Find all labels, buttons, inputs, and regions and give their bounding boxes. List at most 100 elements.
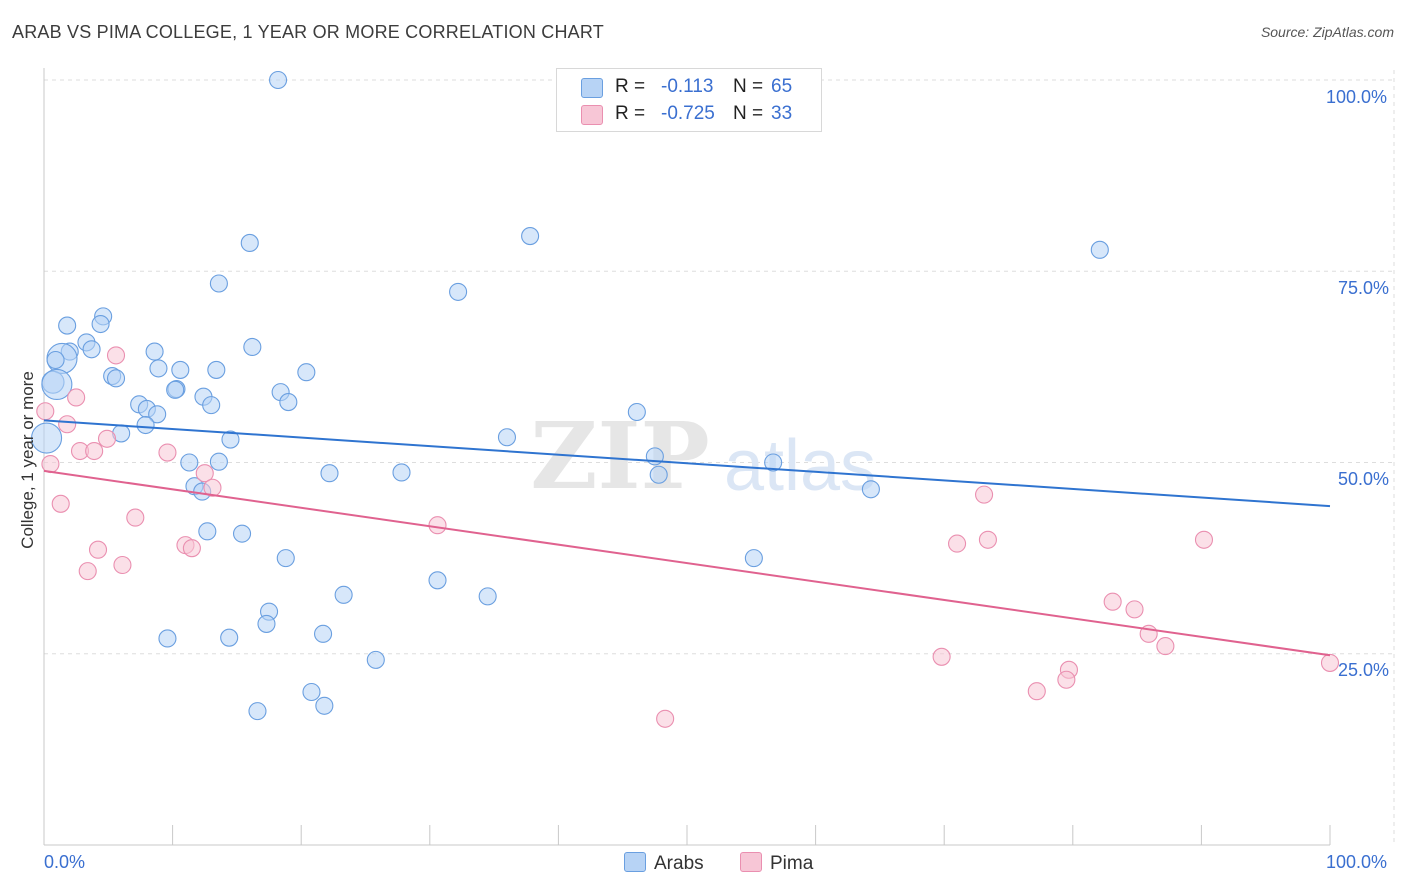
pima-point bbox=[97, 429, 117, 448]
y-tick-label-100: 100.0% bbox=[1326, 87, 1388, 107]
arabs-point bbox=[497, 428, 517, 447]
arabs-point bbox=[1090, 240, 1109, 259]
pima-point bbox=[1103, 592, 1122, 611]
arabs-point bbox=[158, 629, 177, 648]
arabs-point bbox=[269, 70, 288, 90]
arabs-point bbox=[145, 342, 164, 361]
arabs-point bbox=[314, 624, 333, 643]
arabs-points bbox=[31, 70, 1109, 721]
arabs-point bbox=[521, 227, 540, 246]
arabs-legend-label: Arabs bbox=[654, 853, 704, 874]
arabs-r-value: -0.113 bbox=[661, 76, 714, 97]
y-tick-label-50: 50.0% bbox=[1338, 469, 1390, 489]
watermark-zip: ZIP bbox=[530, 402, 709, 510]
pima-point bbox=[932, 647, 951, 666]
arabs-point bbox=[861, 480, 880, 499]
arabs-point bbox=[243, 337, 262, 357]
y-axis-label: College, 1 year or more bbox=[18, 371, 37, 549]
watermark: ZIP atlas bbox=[530, 402, 876, 510]
arabs-point bbox=[649, 465, 668, 484]
pima-point bbox=[948, 534, 967, 553]
x-tick-label-0: 0.0% bbox=[44, 852, 86, 872]
trend-lines bbox=[43, 419, 1331, 657]
arabs-point bbox=[58, 316, 77, 335]
pima-n-value: 33 bbox=[771, 103, 793, 124]
pima-point bbox=[36, 402, 55, 421]
arabs-point bbox=[478, 587, 497, 606]
arabs-point bbox=[220, 628, 239, 647]
arabs-point bbox=[428, 571, 447, 590]
pima-point bbox=[51, 494, 70, 513]
arabs-point bbox=[334, 585, 353, 604]
pima-point bbox=[113, 555, 132, 575]
pima-r-value: -0.725 bbox=[661, 103, 715, 124]
pima-point bbox=[158, 443, 177, 462]
pima-points bbox=[36, 346, 1340, 728]
pima-point bbox=[126, 508, 145, 527]
arabs-point bbox=[209, 452, 228, 471]
pima-point bbox=[67, 388, 86, 407]
arabs-point bbox=[166, 380, 185, 399]
pima-point bbox=[1027, 682, 1046, 701]
arabs-point bbox=[171, 360, 190, 379]
arabs-legend-swatch bbox=[624, 852, 646, 872]
pima-point bbox=[195, 464, 214, 483]
pima-point bbox=[85, 441, 104, 461]
pima-point bbox=[978, 530, 997, 549]
arabs-point bbox=[46, 350, 65, 370]
arabs-point bbox=[180, 453, 199, 472]
pima-point bbox=[1194, 530, 1214, 549]
axes bbox=[43, 68, 1331, 846]
arabs-point bbox=[198, 522, 217, 541]
pima-point bbox=[975, 485, 994, 504]
legend-item-arabs[interactable]: Arabs bbox=[624, 852, 704, 875]
y-tick-label-25: 25.0% bbox=[1338, 660, 1390, 680]
arabs-point bbox=[276, 549, 295, 568]
chart-title: ARAB VS PIMA COLLEGE, 1 YEAR OR MORE COR… bbox=[12, 22, 604, 42]
arabs-point bbox=[257, 614, 276, 633]
arabs-point bbox=[202, 396, 221, 415]
pima-point bbox=[88, 540, 108, 559]
pima-point bbox=[182, 539, 201, 558]
arabs-point bbox=[248, 702, 267, 721]
x-tick-label-100: 100.0% bbox=[1326, 852, 1388, 872]
arabs-point bbox=[106, 369, 126, 388]
pima-trend-line bbox=[43, 469, 1331, 657]
pima-legend-swatch bbox=[740, 852, 762, 872]
arabs-point bbox=[221, 430, 240, 449]
legend-item-pima[interactable]: Pima bbox=[740, 852, 813, 875]
pima-point bbox=[1320, 653, 1340, 672]
arabs-point bbox=[320, 464, 339, 483]
pima-point bbox=[1125, 600, 1144, 619]
arabs-point bbox=[149, 359, 168, 378]
watermark-atlas: atlas bbox=[724, 426, 876, 506]
pima-point bbox=[106, 346, 126, 365]
gridlines bbox=[44, 70, 1395, 845]
arabs-point bbox=[31, 422, 63, 454]
arabs-point bbox=[449, 282, 468, 301]
arabs-trend-line bbox=[43, 419, 1331, 508]
arabs-point bbox=[302, 682, 321, 702]
arabs-point bbox=[91, 314, 110, 334]
arabs-r-label: R = bbox=[615, 76, 646, 97]
arabs-n-value: 65 bbox=[771, 76, 793, 97]
arabs-n-label: N = bbox=[733, 76, 764, 97]
arabs-point bbox=[136, 415, 155, 435]
pima-point bbox=[1156, 637, 1175, 656]
arabs-swatch bbox=[581, 78, 603, 98]
arabs-point bbox=[315, 696, 334, 715]
arabs-point bbox=[209, 274, 228, 293]
pima-swatch bbox=[581, 105, 603, 125]
arabs-point bbox=[279, 393, 298, 412]
arabs-point bbox=[240, 233, 259, 252]
pima-point bbox=[78, 562, 97, 581]
arabs-point bbox=[744, 549, 763, 568]
y-tick-label-75: 75.0% bbox=[1338, 278, 1390, 298]
pima-point bbox=[1057, 670, 1076, 689]
pima-point bbox=[656, 709, 675, 728]
arabs-point bbox=[232, 524, 252, 543]
arabs-point bbox=[207, 360, 226, 379]
pima-point bbox=[428, 516, 447, 535]
arabs-point bbox=[148, 405, 167, 424]
arabs-point bbox=[392, 463, 411, 482]
